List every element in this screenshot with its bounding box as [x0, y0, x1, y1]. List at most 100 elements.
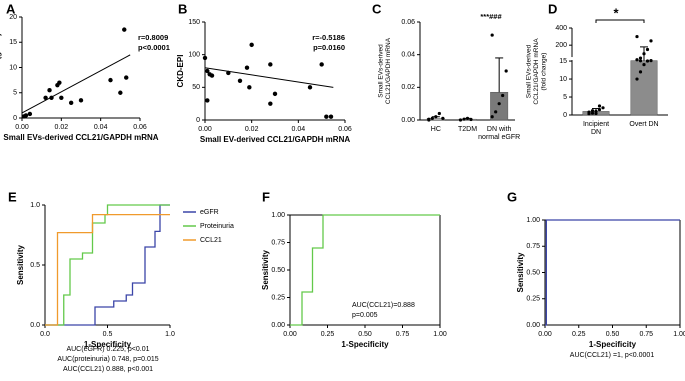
annotation: ***### — [480, 12, 502, 21]
point — [68, 100, 74, 106]
y-tick-label: 0.00 — [401, 117, 415, 124]
point — [645, 59, 650, 63]
y-axis-title: Small EVs-derivedCCL21/GAPDH mRNA(fold c… — [525, 38, 547, 105]
point — [23, 113, 29, 118]
x-tick-label: 0.5 — [103, 331, 113, 338]
x-tick-label: 1.00 — [433, 331, 447, 338]
point — [504, 69, 508, 73]
point — [590, 109, 595, 113]
y-tick-label: 0 — [563, 112, 567, 119]
point — [59, 95, 64, 101]
panel-label: B — [178, 1, 187, 16]
annotation: p=0.005 — [352, 312, 378, 319]
panel-label: E — [8, 189, 17, 204]
point — [122, 27, 127, 32]
y-tick-label: 0 — [13, 115, 17, 122]
point — [319, 62, 324, 67]
point — [594, 111, 598, 116]
annotation: r=-0.5186 — [312, 33, 345, 42]
y-tick-label: 0.50 — [271, 267, 285, 274]
point — [237, 78, 243, 84]
point — [497, 102, 501, 106]
annotation: AUC(CCL21) =1, p<0.0001 — [570, 352, 655, 359]
y-tick-label: 0.00 — [526, 322, 540, 329]
point — [465, 116, 470, 120]
point — [462, 117, 466, 121]
point — [590, 111, 595, 115]
annotation: AUC(CCL21) 0.888, p<0.001 — [63, 366, 153, 373]
x-tick-label: 0.0 — [40, 331, 50, 338]
y-tick-label: 0.50 — [526, 269, 540, 276]
point — [78, 98, 84, 103]
y-tick-label: 10 — [559, 76, 567, 83]
fit-line — [21, 54, 131, 114]
y-tick-label: 0 — [196, 117, 200, 124]
y-tick-label: 0.5 — [30, 262, 40, 269]
legend-label: Proteinuria — [200, 223, 234, 230]
point — [501, 93, 505, 98]
x-tick-label: 0.00 — [538, 331, 552, 338]
roc-curve — [45, 204, 170, 326]
point — [324, 114, 329, 119]
panel-label: C — [372, 1, 382, 16]
y-tick-label: 0.75 — [526, 243, 540, 250]
x-axis-title: Small EVs-derived CCL21/GAPDH mRNA — [3, 133, 158, 142]
point — [244, 65, 250, 70]
x-tick-label: 0.02 — [55, 124, 69, 131]
point — [43, 95, 48, 101]
y-axis-title: Sensitivity — [261, 249, 270, 290]
x-tick-label: 1.0 — [165, 331, 175, 338]
point — [434, 115, 438, 119]
y-tick-label: 15 — [559, 58, 567, 65]
x-tick-label: Incipient DN — [583, 121, 609, 136]
point — [635, 77, 639, 81]
x-tick-label: 0.00 — [198, 126, 212, 133]
point — [47, 88, 52, 93]
x-tick-label: T2DM — [458, 126, 477, 133]
panel-label: G — [507, 189, 517, 204]
x-tick-label: 0.75 — [396, 331, 410, 338]
x-axis-title: 1-Specificity — [589, 340, 637, 349]
x-tick-label: 0.02 — [245, 126, 259, 133]
point — [458, 118, 463, 122]
point — [247, 85, 252, 90]
x-tick-label: 0.06 — [133, 124, 147, 131]
point — [437, 111, 441, 116]
x-tick-label: HC — [431, 126, 441, 133]
y-tick-label: 0.00 — [271, 322, 285, 329]
point — [635, 58, 639, 62]
point — [272, 91, 278, 97]
point — [205, 68, 210, 74]
point — [124, 75, 129, 80]
point — [202, 55, 208, 61]
x-tick-label: 1.00 — [673, 331, 685, 338]
point — [328, 114, 334, 119]
point — [108, 77, 113, 83]
y-tick-label: 0.25 — [271, 294, 285, 301]
y-tick-label: 0.75 — [271, 239, 285, 246]
y-tick-label: 15 — [9, 39, 17, 46]
y-tick-label: 200 — [555, 42, 567, 49]
x-tick-label: Overt DN — [629, 121, 658, 128]
point — [638, 59, 643, 63]
annotation: * — [613, 5, 619, 20]
point — [649, 39, 653, 43]
y-tick-label: 0.04 — [401, 52, 415, 59]
roc-curve — [45, 213, 170, 326]
y-axis-title: Sensitivity — [16, 244, 25, 285]
y-tick-label: 20 — [9, 14, 17, 21]
point — [249, 42, 254, 48]
annotation: AUC(eGFR) 0.225, p<0.01 — [66, 346, 149, 353]
x-tick-label: 0.50 — [606, 331, 620, 338]
y-tick-label: 5 — [13, 90, 17, 97]
y-tick-label: 100 — [188, 52, 200, 59]
x-tick-label: 0.04 — [292, 126, 306, 133]
y-tick-label: 0.06 — [401, 19, 415, 26]
point — [118, 90, 123, 95]
annotation: AUC(proteinuria) 0.748, p=0.015 — [57, 356, 158, 363]
point — [494, 110, 498, 114]
point — [427, 117, 431, 121]
point — [638, 56, 643, 60]
legend-label: eGFR — [200, 209, 219, 216]
